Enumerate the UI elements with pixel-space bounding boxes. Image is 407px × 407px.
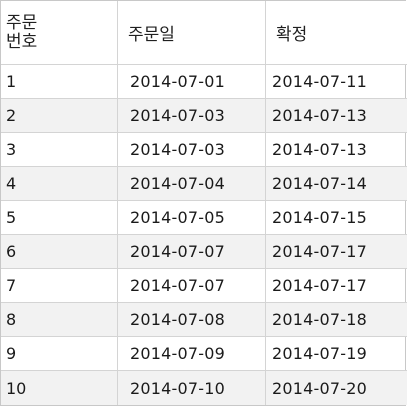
cell-order-no[interactable]: 2 xyxy=(1,99,118,133)
cell-order-no[interactable]: 8 xyxy=(1,303,118,337)
cell-confirm[interactable]: 2014-07-19 xyxy=(266,337,407,371)
cell-order-no[interactable]: 10 xyxy=(1,371,118,405)
cell-order-no[interactable]: 1 xyxy=(1,65,118,99)
cell-order-date[interactable]: 2014-07-04 xyxy=(118,167,266,201)
cell-confirm[interactable]: 2014-07-14 xyxy=(266,167,407,201)
column-header-order-no[interactable]: 주문 번호 xyxy=(1,1,118,65)
cell-order-date[interactable]: 2014-07-01 xyxy=(118,65,266,99)
column-header-order-date-label: 주문일 xyxy=(128,25,175,45)
cell-order-no[interactable]: 9 xyxy=(1,337,118,371)
cell-confirm[interactable]: 2014-07-17 xyxy=(266,235,407,269)
cell-order-no[interactable]: 6 xyxy=(1,235,118,269)
cell-order-date[interactable]: 2014-07-07 xyxy=(118,269,266,303)
cell-order-date[interactable]: 2014-07-05 xyxy=(118,201,266,235)
cell-confirm[interactable]: 2014-07-20 xyxy=(266,371,407,405)
column-header-confirm[interactable]: 확정 xyxy=(266,1,407,65)
column-header-order-no-label: 주문 번호 xyxy=(6,12,38,52)
cell-confirm[interactable]: 2014-07-18 xyxy=(266,303,407,337)
column-header-confirm-label: 확정 xyxy=(276,25,308,45)
cell-confirm[interactable]: 2014-07-13 xyxy=(266,133,407,167)
cell-order-date[interactable]: 2014-07-07 xyxy=(118,235,266,269)
cell-confirm[interactable]: 2014-07-15 xyxy=(266,201,407,235)
cell-order-date[interactable]: 2014-07-09 xyxy=(118,337,266,371)
cell-order-date[interactable]: 2014-07-10 xyxy=(118,371,266,405)
cell-confirm[interactable]: 2014-07-13 xyxy=(266,99,407,133)
column-header-order-date[interactable]: 주문일 xyxy=(118,1,266,65)
cell-confirm[interactable]: 2014-07-11 xyxy=(266,65,407,99)
cell-confirm[interactable]: 2014-07-17 xyxy=(266,269,407,303)
cell-order-no[interactable]: 5 xyxy=(1,201,118,235)
cell-order-no[interactable]: 3 xyxy=(1,133,118,167)
cell-order-date[interactable]: 2014-07-03 xyxy=(118,133,266,167)
cell-order-no[interactable]: 7 xyxy=(1,269,118,303)
cell-order-date[interactable]: 2014-07-08 xyxy=(118,303,266,337)
cell-order-date[interactable]: 2014-07-03 xyxy=(118,99,266,133)
cell-order-no[interactable]: 4 xyxy=(1,167,118,201)
